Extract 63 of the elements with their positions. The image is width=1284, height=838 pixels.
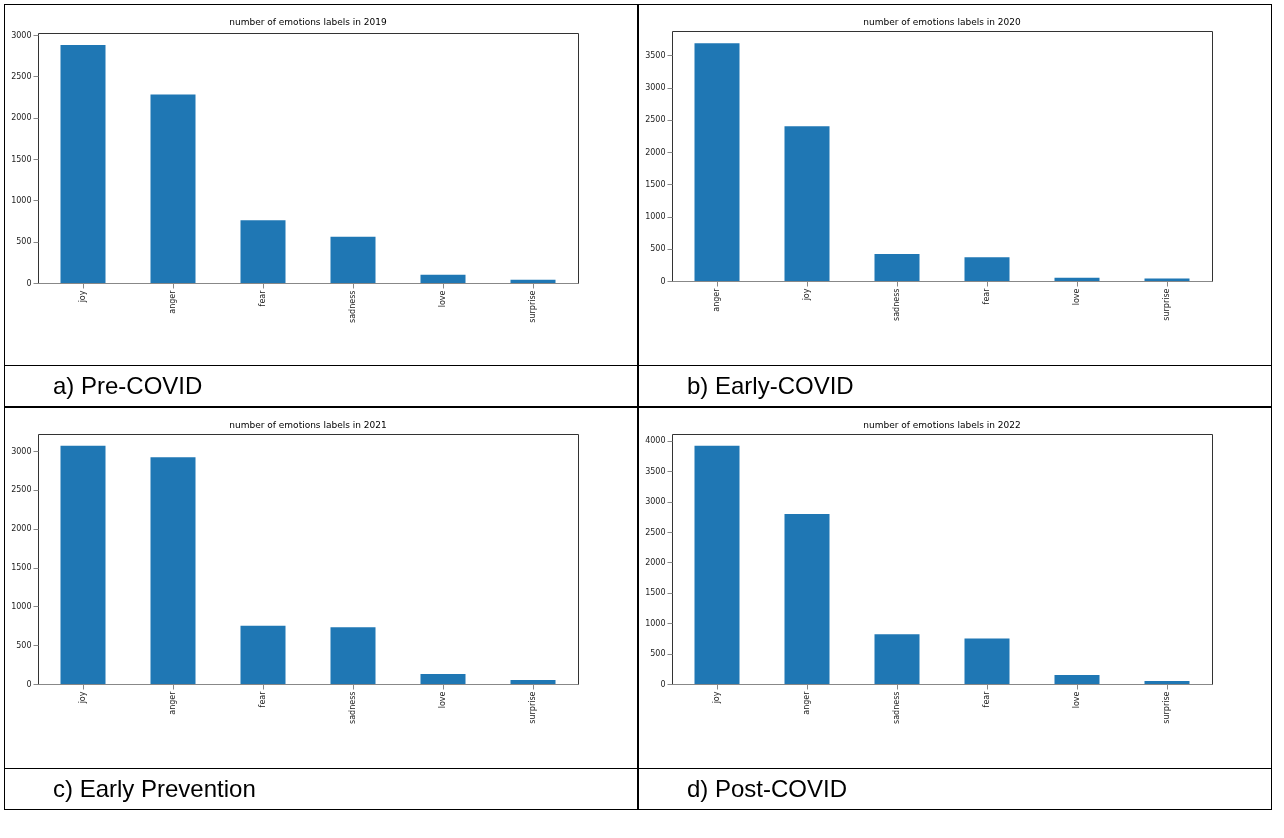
x-tick-label: joy (78, 691, 87, 705)
y-tick-label: 3000 (11, 446, 32, 456)
x-tick-label: surprise (1162, 691, 1171, 724)
x-tick-label: fear (982, 690, 991, 708)
y-tick-label: 1000 (11, 195, 32, 205)
y-tick-label: 500 (16, 640, 32, 650)
y-tick-label: 2500 (645, 527, 666, 537)
text: d) Post-COVID (639, 768, 1271, 809)
y-tick-label: 0 (660, 276, 666, 286)
x-tick-label: fear (258, 289, 267, 307)
x-tick-label: anger (802, 690, 811, 715)
x-tick-label: fear (982, 287, 991, 305)
y-tick-label: 1000 (645, 618, 666, 628)
x-tick-label: joy (712, 691, 721, 705)
x-tick-label: sadness (348, 691, 357, 724)
text: b) Early-COVID (639, 365, 1271, 406)
y-tick-label: 2500 (645, 115, 666, 125)
y-tick-label: 4000 (645, 436, 666, 446)
x-tick-label: love (1072, 288, 1081, 306)
y-tick-label: 500 (650, 649, 666, 659)
text: a) Pre-COVID (5, 365, 637, 406)
y-tick-label: 3500 (645, 50, 666, 60)
y-tick-label: 3000 (645, 83, 666, 93)
x-tick-label: surprise (528, 691, 537, 724)
x-tick-label: joy (78, 290, 87, 304)
y-tick-label: 1000 (11, 601, 32, 611)
chart-title: number of emotions labels in 2020 (863, 17, 1021, 27)
y-tick-label: 2500 (11, 71, 32, 81)
x-tick-label: sadness (892, 691, 901, 724)
x-tick-label: love (438, 691, 447, 709)
y-tick-label: 1500 (11, 563, 32, 573)
x-tick-label: anger (168, 289, 177, 314)
y-tick-label: 1000 (645, 212, 666, 222)
x-tick-label: fear (258, 690, 267, 708)
y-tick-label: 0 (26, 679, 32, 689)
chart-title: number of emotions labels in 2022 (863, 420, 1021, 430)
text: c) Early Prevention (5, 768, 637, 809)
y-tick-label: 2000 (645, 557, 666, 567)
y-tick-label: 3500 (645, 466, 666, 476)
x-tick-label: love (438, 290, 447, 308)
x-tick-label: anger (168, 690, 177, 715)
y-tick-label: 2000 (11, 113, 32, 123)
y-tick-label: 0 (660, 679, 666, 689)
x-tick-label: anger (712, 287, 721, 312)
y-tick-label: 3000 (11, 30, 32, 40)
x-tick-label: sadness (348, 290, 357, 323)
x-tick-label: surprise (528, 290, 537, 323)
y-tick-label: 1500 (645, 179, 666, 189)
y-tick-label: 1500 (645, 588, 666, 598)
y-tick-label: 500 (650, 244, 666, 254)
x-tick-label: surprise (1162, 288, 1171, 321)
y-tick-label: 500 (16, 237, 32, 247)
y-tick-label: 2500 (11, 485, 32, 495)
y-tick-label: 1500 (11, 154, 32, 164)
y-tick-label: 2000 (11, 524, 32, 534)
x-tick-label: love (1072, 691, 1081, 709)
y-tick-label: 2000 (645, 147, 666, 157)
y-tick-label: 3000 (645, 497, 666, 507)
chart-title: number of emotions labels in 2019 (229, 17, 387, 28)
chart-title: number of emotions labels in 2021 (229, 420, 387, 430)
x-tick-label: joy (802, 288, 811, 302)
x-tick-label: sadness (892, 288, 901, 321)
y-tick-label: 0 (26, 278, 32, 288)
